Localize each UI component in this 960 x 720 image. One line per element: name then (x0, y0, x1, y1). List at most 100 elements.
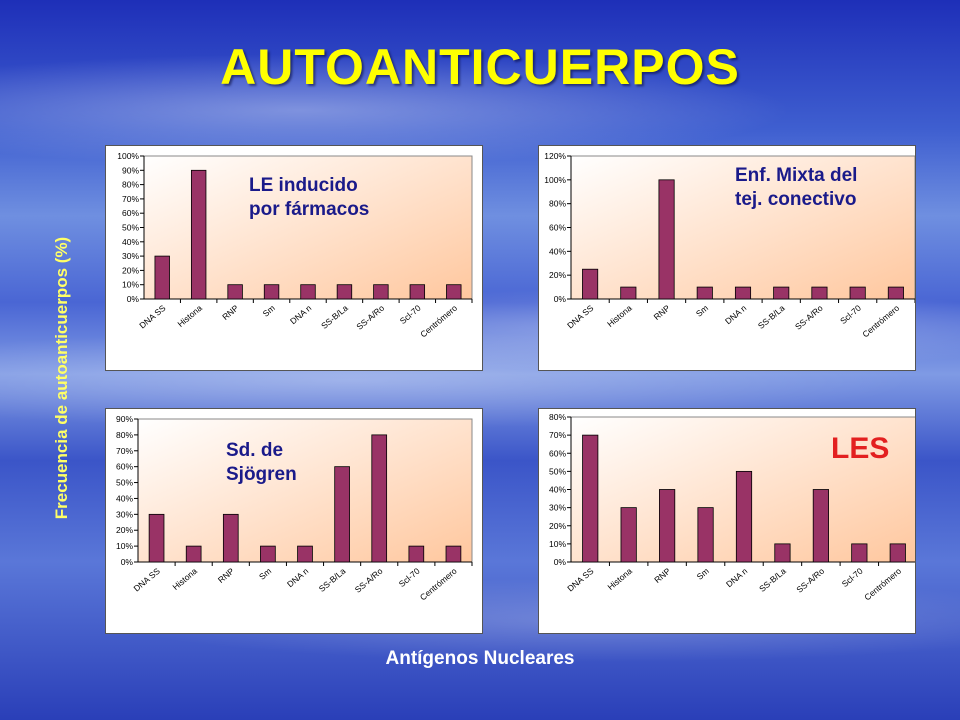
bar (659, 489, 676, 563)
x-axis-label: Antígenos Nucleares (385, 648, 575, 669)
bar (734, 286, 752, 300)
y-tick-label: 80% (549, 412, 566, 422)
bar (582, 434, 599, 563)
bar (735, 470, 753, 563)
x-tick-label: Sm (257, 566, 273, 582)
y-tick-label: 60% (549, 448, 566, 458)
bar (582, 268, 599, 300)
x-tick-label: DNA n (724, 566, 749, 590)
bar (371, 434, 388, 563)
chart-les: 0% 10% 20% 30% 40% 50% 60% 70% 80% DNA SS Histona R… (549, 412, 915, 603)
x-tick-label: Histona (175, 303, 204, 329)
x-tick-label: SS-A/Ro (353, 566, 385, 595)
chart-title-le-inducido: LE inducido por fármacos (249, 175, 370, 220)
chart-panel-enf-mixta: 0% 20% 40% 60% 80% 100% 120% DNA SS Histona RNP Sm… (538, 145, 916, 371)
x-tick-label: SS-A/Ro (354, 303, 386, 332)
y-tick-label: 20% (116, 525, 133, 535)
y-tick-label: 90% (122, 165, 139, 175)
bar (300, 284, 316, 300)
y-tick-label: 20% (549, 270, 566, 280)
bar (658, 179, 675, 300)
x-tick-label: Centrómero (862, 566, 903, 603)
bar (774, 543, 791, 563)
chart-title-sjogren: Sd. de Sjögren (226, 440, 297, 485)
x-tick-label: DNA n (285, 566, 310, 590)
x-tick-label: Histona (605, 303, 634, 329)
x-tick-label: Scl-70 (397, 566, 422, 589)
bar (889, 543, 906, 563)
x-tick-label: Histona (170, 566, 199, 592)
bar (334, 466, 350, 563)
x-tick-label: RNP (220, 303, 240, 322)
x-tick-label: RNP (652, 566, 672, 585)
bar (812, 489, 829, 563)
y-tick-label: 60% (549, 223, 566, 233)
y-tick-label: 80% (116, 430, 133, 440)
y-tick-label: 80% (122, 180, 139, 190)
y-tick-label: 10% (122, 280, 139, 290)
y-tick-label: 10% (549, 539, 566, 549)
bar (260, 545, 276, 563)
y-tick-label: 30% (122, 251, 139, 261)
bar (373, 284, 389, 300)
y-tick-label: 0% (554, 557, 567, 567)
chart-panel-sjogren: 0% 10% 20% 30% 40% 50% 60% 70% 80% 90% DNA SS Histo… (105, 408, 483, 634)
slide-title: AUTOANTICUERPOS (220, 39, 740, 95)
x-tick-label: Centrómero (860, 303, 901, 340)
y-tick-label: 90% (116, 414, 133, 424)
bar (336, 284, 353, 300)
y-tick-label: 60% (122, 208, 139, 218)
bar (222, 513, 239, 563)
bar (263, 284, 280, 300)
bar (696, 286, 713, 300)
x-tick-label: DNA n (288, 303, 313, 327)
bar (849, 286, 866, 300)
y-tick-label: 40% (549, 485, 566, 495)
bar (620, 507, 637, 563)
x-tick-label: Sm (694, 303, 710, 319)
chart-panel-les: 0% 10% 20% 30% 40% 50% 60% 70% 80% DNA SS Histona R… (538, 408, 916, 634)
bar (190, 169, 207, 300)
x-tick-label: SS-B/La (317, 566, 348, 594)
chart-sjogren: 0% 10% 20% 30% 40% 50% 60% 70% 80% 90% DNA SS Histo… (116, 414, 473, 602)
chart-le-inducido: 0% 10% 20% 30% 40% 50% 60% 70% 80% 90% 100% DNA SS H… (117, 151, 473, 339)
y-tick-label: 50% (122, 223, 139, 233)
bar (446, 284, 462, 300)
y-tick-label: 40% (549, 246, 566, 256)
x-tick-label: Scl-70 (838, 303, 863, 326)
bar (154, 255, 170, 300)
y-tick-label: 100% (544, 175, 566, 185)
y-tick-label: 50% (549, 466, 566, 476)
bar (811, 286, 828, 300)
x-tick-label: RNP (216, 566, 236, 585)
x-tick-label: SS-A/Ro (794, 566, 826, 595)
y-tick-label: 0% (127, 294, 140, 304)
bar (887, 286, 904, 300)
y-axis-label: Frecuencia de autoanticuerpos (%) (52, 236, 71, 520)
chart-panel-le-inducido: 0% 10% 20% 30% 40% 50% 60% 70% 80% 90% 100% DNA SS H… (105, 145, 483, 371)
y-tick-label: 60% (116, 462, 133, 472)
chart-title-enf-mixta: Enf. Mixta del tej. conectivo (735, 165, 858, 210)
y-tick-label: 20% (122, 265, 139, 275)
bar (409, 284, 426, 300)
y-tick-label: 100% (117, 151, 139, 161)
x-tick-label: Histona (605, 566, 634, 592)
x-tick-label: Sm (695, 566, 711, 582)
x-tick-label: DNA SS (137, 303, 168, 331)
bar (227, 284, 243, 300)
y-tick-label: 20% (549, 521, 566, 531)
x-tick-label: DNA n (723, 303, 748, 327)
x-tick-label: RNP (652, 303, 672, 322)
y-tick-label: 30% (116, 509, 133, 519)
bar (408, 545, 425, 563)
bar (148, 513, 165, 563)
x-tick-label: Scl-70 (398, 303, 423, 326)
bar (297, 545, 313, 563)
bar (620, 286, 637, 300)
x-tick-label: SS-A/Ro (793, 303, 825, 332)
x-tick-label: Sm (261, 303, 277, 319)
plot-area (570, 155, 915, 300)
bar (185, 545, 202, 563)
chart-enf-mixta: 0% 20% 40% 60% 80% 100% 120% DNA SS Histona RNP Sm… (544, 151, 915, 340)
y-tick-label: 40% (116, 493, 133, 503)
